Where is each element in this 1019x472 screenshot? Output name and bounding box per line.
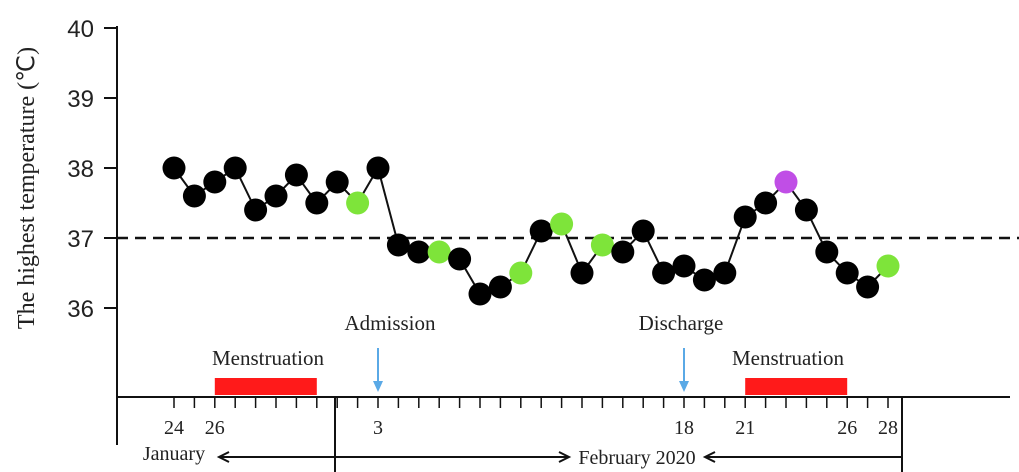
data-point [488, 275, 512, 299]
data-point [692, 268, 716, 292]
menstruation-bars [214, 378, 848, 395]
x-tick-label: 21 [735, 417, 755, 439]
data-point [590, 233, 614, 257]
data-point [509, 261, 533, 285]
data-point [346, 191, 370, 215]
data-point [427, 240, 451, 264]
data-point [182, 184, 206, 208]
data-point [652, 261, 676, 285]
data-point [162, 156, 186, 180]
data-point [448, 247, 472, 271]
admission-arrow-head [373, 381, 383, 392]
x-ticks: 24 26 3 18 21 26 28 [164, 397, 898, 439]
data-point [876, 254, 900, 278]
admission-label: Admission [344, 311, 436, 335]
data-point [672, 254, 696, 278]
data-point [754, 191, 778, 215]
data-point [713, 261, 737, 285]
y-tick-label: 39 [67, 86, 94, 113]
data-point [407, 240, 431, 264]
data-point [468, 282, 492, 306]
data-point [386, 233, 410, 257]
x-tick-label: 26 [205, 417, 225, 439]
menstruation-label-1: Menstruation [212, 346, 324, 370]
data-point [733, 205, 757, 229]
data-point [631, 219, 655, 243]
data-point [305, 191, 329, 215]
y-tick-label: 38 [67, 156, 94, 183]
data-point [284, 163, 308, 187]
data-point [611, 240, 635, 264]
y-axis-label: The highest temperature (℃) [14, 47, 40, 329]
data-point [794, 198, 818, 222]
month-label-january: January [143, 443, 205, 465]
data-point [835, 261, 859, 285]
event-arrows [373, 348, 689, 392]
month-label-february: February 2020 [578, 447, 695, 469]
y-tick-label: 37 [67, 226, 94, 253]
x-tick-label: 26 [837, 417, 857, 439]
data-point [223, 156, 247, 180]
discharge-label: Discharge [639, 311, 724, 335]
data-point [325, 170, 349, 194]
series-group [162, 156, 900, 306]
data-point [529, 219, 553, 243]
data-point [366, 156, 390, 180]
data-point [856, 275, 880, 299]
x-tick-label: 18 [674, 417, 694, 439]
x-tick-label: 24 [164, 417, 184, 439]
menstruation-bar-2 [745, 378, 848, 395]
menstruation-bar-1 [214, 378, 317, 395]
data-point [570, 261, 594, 285]
data-point [244, 198, 268, 222]
data-point [815, 240, 839, 264]
y-tick-label: 36 [67, 296, 94, 323]
y-tick-label: 40 [67, 16, 94, 43]
x-tick-label: 28 [878, 417, 898, 439]
discharge-arrow-head [679, 381, 689, 392]
data-point [774, 170, 798, 194]
y-ticks: 40 39 38 37 36 [67, 16, 117, 323]
data-point [203, 170, 227, 194]
x-tick-label: 3 [373, 417, 383, 439]
data-point [550, 212, 574, 236]
data-point [264, 184, 288, 208]
menstruation-label-2: Menstruation [732, 346, 844, 370]
month-range-lines [116, 397, 903, 472]
